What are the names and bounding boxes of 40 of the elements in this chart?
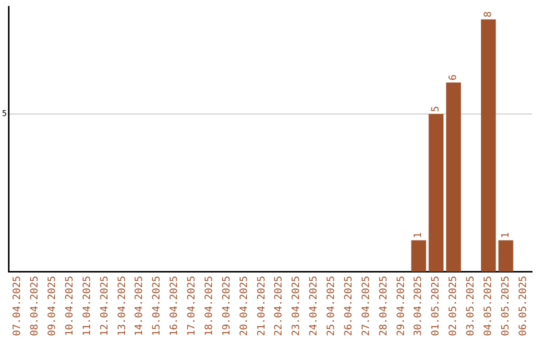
x-tick-label: 25.04.2025 xyxy=(326,276,338,336)
x-tick-label: 28.04.2025 xyxy=(378,276,390,336)
x-tick-label: 18.04.2025 xyxy=(204,276,215,336)
x-tick-label: 21.04.2025 xyxy=(256,276,268,336)
x-tick-label: 04.05.2025 xyxy=(482,276,494,336)
x-tick-label: 06.05.2025 xyxy=(518,276,529,336)
x-tick-label: 03.05.2025 xyxy=(466,276,477,336)
data-label: 5 xyxy=(430,106,442,112)
x-tick-label: 27.04.2025 xyxy=(360,276,372,336)
x-tick-label: 20.04.2025 xyxy=(238,276,250,336)
data-label: 1 xyxy=(500,232,512,238)
x-tick-label: 23.04.2025 xyxy=(291,276,302,336)
x-tick-label: 15.04.2025 xyxy=(152,276,163,336)
x-tick-label: 30.04.2025 xyxy=(413,276,424,336)
x-tick-label: 09.04.2025 xyxy=(47,276,58,336)
x-tick-label: 05.05.2025 xyxy=(500,276,512,336)
x-tick-label: 02.05.2025 xyxy=(448,276,460,336)
x-tick-label: 19.04.2025 xyxy=(221,276,232,336)
bar xyxy=(446,82,461,272)
data-label: 8 xyxy=(482,11,494,18)
x-tick-label: 08.04.2025 xyxy=(30,276,41,336)
x-tick-label: 26.04.2025 xyxy=(343,276,354,336)
bar xyxy=(498,240,514,272)
bar xyxy=(480,19,496,272)
bar xyxy=(428,114,444,272)
x-tick-label: 11.04.2025 xyxy=(82,276,93,336)
bar xyxy=(411,240,426,272)
x-tick-label: 14.04.2025 xyxy=(134,276,146,336)
x-tick-label: 12.04.2025 xyxy=(99,276,110,336)
data-label: 1 xyxy=(413,232,424,238)
x-tick-label: 01.05.2025 xyxy=(430,276,442,336)
x-tick-label: 29.04.2025 xyxy=(396,276,407,336)
x-tick-label: 24.04.2025 xyxy=(308,276,320,336)
x-tick-label: 22.04.2025 xyxy=(274,276,285,336)
x-tick-label: 17.04.2025 xyxy=(186,276,198,336)
x-tick-label: 16.04.2025 xyxy=(169,276,180,336)
x-tick-label: 07.04.2025 xyxy=(12,276,24,336)
x-tick-label: 13.04.2025 xyxy=(116,276,128,336)
x-tick-label: 10.04.2025 xyxy=(64,276,76,336)
data-label: 6 xyxy=(448,74,460,81)
